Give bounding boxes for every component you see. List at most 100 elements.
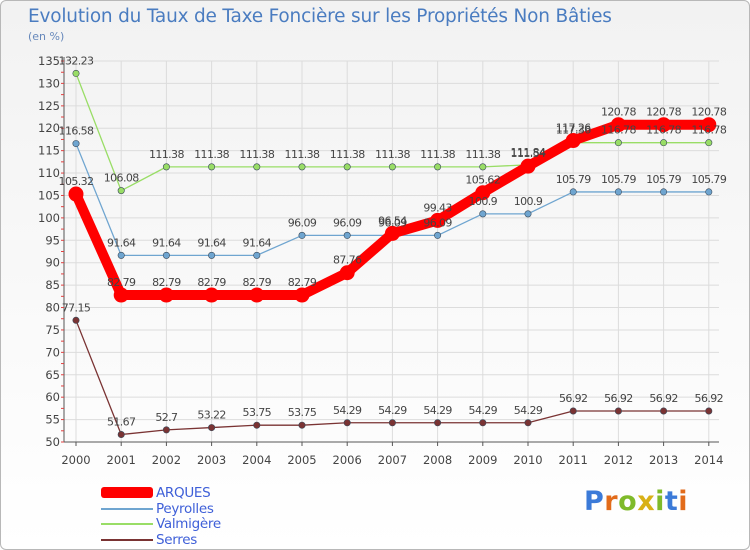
data-label-serres: 56.92 — [695, 392, 724, 405]
x-tick-label: 2009 — [468, 453, 497, 467]
data-point-peyrolles — [298, 231, 306, 239]
logo-letter: t — [664, 486, 679, 517]
data-label-peyrolles: 96.09 — [333, 216, 362, 229]
legend-swatch-peyrolles — [101, 507, 153, 510]
data-point-arques — [384, 225, 400, 241]
y-tick-label: 120 — [38, 121, 60, 135]
data-point-arques — [113, 287, 129, 303]
data-point-valmigere — [705, 139, 713, 147]
data-point-serres — [569, 407, 577, 415]
data-point-arques — [249, 287, 265, 303]
x-tick-label: 2006 — [333, 453, 362, 467]
data-point-peyrolles — [343, 231, 351, 239]
data-label-peyrolles: 91.64 — [197, 236, 226, 249]
data-point-peyrolles — [614, 188, 622, 196]
data-point-serres — [298, 421, 306, 429]
x-tick-label: 2010 — [513, 453, 542, 467]
logo-letter: x — [637, 486, 656, 517]
data-label-arques: 82.79 — [152, 276, 181, 289]
data-label-serres: 53.22 — [197, 409, 226, 422]
data-label-valmigere: 106.08 — [104, 172, 139, 185]
data-label-arques: 105.62 — [465, 174, 500, 187]
data-point-valmigere — [614, 139, 622, 147]
legend-swatch-serres — [101, 538, 153, 541]
logo-letter: r — [604, 486, 619, 517]
data-point-peyrolles — [208, 251, 216, 259]
data-point-arques — [430, 212, 446, 228]
data-point-peyrolles — [660, 188, 668, 196]
x-tick-label: 2004 — [242, 453, 271, 467]
data-label-valmigere: 116.78 — [646, 124, 681, 137]
legend-label-serres: Serres — [156, 531, 197, 548]
data-point-arques — [701, 117, 717, 133]
x-tick-label: 2007 — [378, 453, 407, 467]
chart-title: Evolution du Taux de Taxe Foncière sur l… — [28, 6, 612, 27]
logo-letter: i — [655, 486, 665, 517]
data-point-valmigere — [660, 139, 668, 147]
data-point-serres — [117, 431, 125, 439]
data-point-valmigere — [72, 69, 80, 77]
data-label-arques: 117.26 — [556, 122, 591, 135]
data-point-serres — [208, 424, 216, 432]
x-tick-label: 2014 — [694, 453, 723, 467]
data-point-serres — [343, 419, 351, 427]
data-point-arques — [68, 186, 84, 202]
data-label-arques: 111.54 — [511, 147, 546, 160]
y-unit-label: (en %) — [28, 30, 65, 43]
data-point-valmigere — [343, 163, 351, 171]
data-label-peyrolles: 105.79 — [556, 173, 591, 186]
proxiti-logo: Proxiti — [584, 486, 688, 517]
data-point-serres — [162, 426, 170, 434]
data-label-valmigere: 111.38 — [330, 148, 365, 161]
data-label-peyrolles: 100.9 — [514, 195, 543, 208]
x-tick-label: 2012 — [604, 453, 633, 467]
data-point-valmigere — [208, 163, 216, 171]
data-point-serres — [434, 419, 442, 427]
data-point-serres — [253, 421, 261, 429]
y-tick-label: 105 — [38, 188, 60, 202]
data-point-peyrolles — [162, 251, 170, 259]
data-point-peyrolles — [72, 140, 80, 148]
legend-label-valmigere: Valmigère — [156, 516, 221, 532]
logo-letter: P — [584, 486, 605, 517]
data-point-arques — [294, 287, 310, 303]
data-label-arques: 82.79 — [288, 276, 317, 289]
logo-letter: o — [618, 486, 638, 517]
y-tick-label: 50 — [45, 435, 60, 449]
data-point-serres — [524, 419, 532, 427]
y-tick-label: 135 — [38, 54, 60, 68]
data-label-valmigere: 111.38 — [375, 148, 410, 161]
data-label-valmigere: 111.38 — [420, 148, 455, 161]
data-label-peyrolles: 96.09 — [288, 216, 317, 229]
data-label-serres: 53.75 — [288, 406, 317, 419]
x-tick-label: 2002 — [152, 453, 181, 467]
data-label-peyrolles: 91.64 — [152, 236, 181, 249]
data-label-serres: 54.29 — [469, 404, 498, 417]
data-label-serres: 56.92 — [559, 392, 588, 405]
data-label-serres: 56.92 — [649, 392, 678, 405]
x-tick-label: 2013 — [649, 453, 678, 467]
data-point-arques — [520, 158, 536, 174]
data-point-serres — [705, 407, 713, 415]
y-tick-label: 70 — [45, 345, 60, 359]
y-tick-label: 110 — [38, 166, 60, 180]
data-point-valmigere — [253, 163, 261, 171]
data-label-peyrolles: 105.79 — [691, 173, 726, 186]
data-label-arques: 120.78 — [646, 106, 681, 119]
data-point-valmigere — [388, 163, 396, 171]
data-point-serres — [614, 407, 622, 415]
data-point-valmigere — [117, 187, 125, 195]
data-label-peyrolles: 116.58 — [59, 125, 94, 138]
data-label-serres: 54.29 — [514, 404, 543, 417]
data-point-peyrolles — [524, 210, 532, 218]
data-label-arques: 105.32 — [59, 175, 94, 188]
data-label-peyrolles: 96.09 — [423, 216, 452, 229]
y-tick-label: 90 — [45, 256, 60, 270]
data-label-valmigere: 117.36 — [556, 124, 591, 137]
data-point-peyrolles — [569, 188, 577, 196]
data-point-peyrolles — [479, 210, 487, 218]
x-tick-label: 2003 — [197, 453, 226, 467]
logo-letter: i — [678, 486, 689, 517]
